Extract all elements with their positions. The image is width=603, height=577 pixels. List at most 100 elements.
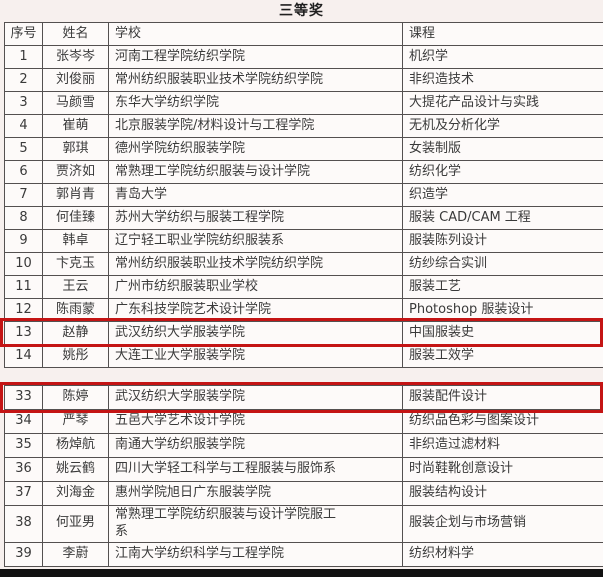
table-row: 2 刘俊丽 常州纺织服装职业技术学院纺织学院 非织造技术 <box>4 68 603 92</box>
cell-no: 1 <box>4 45 43 69</box>
cell-school: 北京服装学院/材料设计与工程学院 <box>108 114 403 138</box>
cell-course: Photoshop 服装设计 <box>402 298 603 322</box>
cell-school: 大连工业大学服装学院 <box>108 344 403 368</box>
table-row: 5 郭琪 德州学院纺织服装学院 女装制版 <box>4 137 603 161</box>
cell-course: 纺织化学 <box>402 160 603 184</box>
cell-name: 王云 <box>42 275 109 299</box>
header-row: 序号 姓名 学校 课程 <box>4 22 603 46</box>
cell-no: 36 <box>4 457 43 482</box>
cell-course: 大提花产品设计与实践 <box>402 91 603 115</box>
cell-no: 7 <box>4 183 43 207</box>
cell-name: 姚云鹤 <box>42 457 109 482</box>
cell-course: 中国服装史 <box>402 321 603 345</box>
third-prize-table-lower: 33 陈婷 武汉纺织大学服装学院 服装配件设计 34 严琴 五邑大学艺术设计学院 纺织品色彩与… <box>4 385 603 567</box>
table-row: 35 杨焯航 南通大学纺织服装学院 非织造过滤材料 <box>4 433 603 458</box>
table-body-upper: 1 张岑岑 河南工程学院纺织学院 机织学 2 刘俊丽 常州纺织服装职业技术学院纺织学院 非织造… <box>4 45 603 368</box>
table-row: 33 陈婷 武汉纺织大学服装学院 服装配件设计 <box>4 385 603 410</box>
cell-school: 青岛大学 <box>108 183 403 207</box>
cell-school: 惠州学院旭日广东服装学院 <box>108 481 403 506</box>
column-header-name: 姓名 <box>42 22 109 46</box>
bottom-edge-bar <box>0 569 603 577</box>
cell-course: 非织造技术 <box>402 68 603 92</box>
cell-name: 张岑岑 <box>42 45 109 69</box>
cell-no: 8 <box>4 206 43 230</box>
cell-no: 35 <box>4 433 43 458</box>
cell-school: 常州纺织服装职业技术学院纺织学院 <box>108 68 403 92</box>
cell-course: 非织造过滤材料 <box>402 433 603 458</box>
table-row: 12 陈雨蒙 广东科技学院艺术设计学院 Photoshop 服装设计 <box>4 298 603 322</box>
cell-name: 卞克玉 <box>42 252 109 276</box>
cell-no: 33 <box>4 385 43 410</box>
cell-course: 女装制版 <box>402 137 603 161</box>
cell-school: 常熟理工学院纺织服装与设计学院 <box>108 160 403 184</box>
table-row: 6 贾济如 常熟理工学院纺织服装与设计学院 纺织化学 <box>4 160 603 184</box>
cell-no: 10 <box>4 252 43 276</box>
cell-school: 辽宁轻工职业学院纺织服装系 <box>108 229 403 253</box>
cell-no: 5 <box>4 137 43 161</box>
cell-name: 陈雨蒙 <box>42 298 109 322</box>
table-row: 8 何佳臻 苏州大学纺织与服装工程学院 服装 CAD/CAM 工程 <box>4 206 603 230</box>
column-header-school: 学校 <box>108 22 403 46</box>
table-row: 37 刘海金 惠州学院旭日广东服装学院 服装结构设计 <box>4 481 603 506</box>
cell-name: 崔萌 <box>42 114 109 138</box>
table-row: 13 赵静 武汉纺织大学服装学院 中国服装史 <box>4 321 603 345</box>
cell-name: 陈婷 <box>42 385 109 410</box>
cell-course: 服装 CAD/CAM 工程 <box>402 206 603 230</box>
cell-name: 严琴 <box>42 409 109 434</box>
cell-school: 武汉纺织大学服装学院 <box>108 321 403 345</box>
cell-no: 38 <box>4 505 43 543</box>
cell-course: 服装工效学 <box>402 344 603 368</box>
table-row: 1 张岑岑 河南工程学院纺织学院 机织学 <box>4 45 603 69</box>
cell-school: 东华大学纺织学院 <box>108 91 403 115</box>
cell-course: 纺织品色彩与图案设计 <box>402 409 603 434</box>
cell-no: 34 <box>4 409 43 434</box>
cell-school: 四川大学轻工科学与工程服装与服饰系 <box>108 457 403 482</box>
cell-no: 9 <box>4 229 43 253</box>
cell-no: 3 <box>4 91 43 115</box>
cell-school: 德州学院纺织服装学院 <box>108 137 403 161</box>
cell-no: 12 <box>4 298 43 322</box>
cell-no: 4 <box>4 114 43 138</box>
cell-name: 李蔚 <box>42 541 109 567</box>
cell-course: 服装结构设计 <box>402 481 603 506</box>
cell-name: 刘海金 <box>42 481 109 506</box>
cell-school: 五邑大学艺术设计学院 <box>108 409 403 434</box>
column-header-no: 序号 <box>4 22 43 46</box>
table-row: 10 卞克玉 常州纺织服装职业技术学院纺织学院 纺纱综合实训 <box>4 252 603 276</box>
cell-school: 江南大学纺织科学与工程学院 <box>108 541 403 567</box>
cell-no: 39 <box>4 541 43 567</box>
cell-no: 37 <box>4 481 43 506</box>
cell-course: 服装工艺 <box>402 275 603 299</box>
cell-course: 时尚鞋靴创意设计 <box>402 457 603 482</box>
cell-no: 11 <box>4 275 43 299</box>
cell-course: 机织学 <box>402 45 603 69</box>
cell-no: 14 <box>4 344 43 368</box>
table-row: 9 韩卓 辽宁轻工职业学院纺织服装系 服装陈列设计 <box>4 229 603 253</box>
cell-school: 常州纺织服装职业技术学院纺织学院 <box>108 252 403 276</box>
page-title: 三等奖 <box>279 3 324 19</box>
cell-school: 南通大学纺织服装学院 <box>108 433 403 458</box>
table-row: 36 姚云鹤 四川大学轻工科学与工程服装与服饰系 时尚鞋靴创意设计 <box>4 457 603 482</box>
table-row: 11 王云 广州市纺织服装职业学校 服装工艺 <box>4 275 603 299</box>
cell-no: 13 <box>4 321 43 345</box>
column-header-course: 课程 <box>402 22 603 46</box>
cell-school: 武汉纺织大学服装学院 <box>108 385 403 410</box>
cell-name: 郭肖青 <box>42 183 109 207</box>
table-row: 14 姚彤 大连工业大学服装学院 服装工效学 <box>4 344 603 368</box>
cell-name: 郭琪 <box>42 137 109 161</box>
cell-name: 贾济如 <box>42 160 109 184</box>
cell-course: 织造学 <box>402 183 603 207</box>
cell-name: 何亚男 <box>42 505 109 543</box>
cell-course: 服装配件设计 <box>402 385 603 410</box>
cell-school: 广州市纺织服装职业学校 <box>108 275 403 299</box>
table-row: 7 郭肖青 青岛大学 织造学 <box>4 183 603 207</box>
cell-name: 杨焯航 <box>42 433 109 458</box>
cell-course: 服装陈列设计 <box>402 229 603 253</box>
cell-no: 2 <box>4 68 43 92</box>
table-body-lower: 33 陈婷 武汉纺织大学服装学院 服装配件设计 34 严琴 五邑大学艺术设计学院 纺织品色彩与… <box>4 385 603 567</box>
cell-school: 常熟理工学院纺织服装与设计学院服工 系 <box>108 505 403 543</box>
cell-school: 河南工程学院纺织学院 <box>108 45 403 69</box>
cell-name: 韩卓 <box>42 229 109 253</box>
cell-name: 姚彤 <box>42 344 109 368</box>
